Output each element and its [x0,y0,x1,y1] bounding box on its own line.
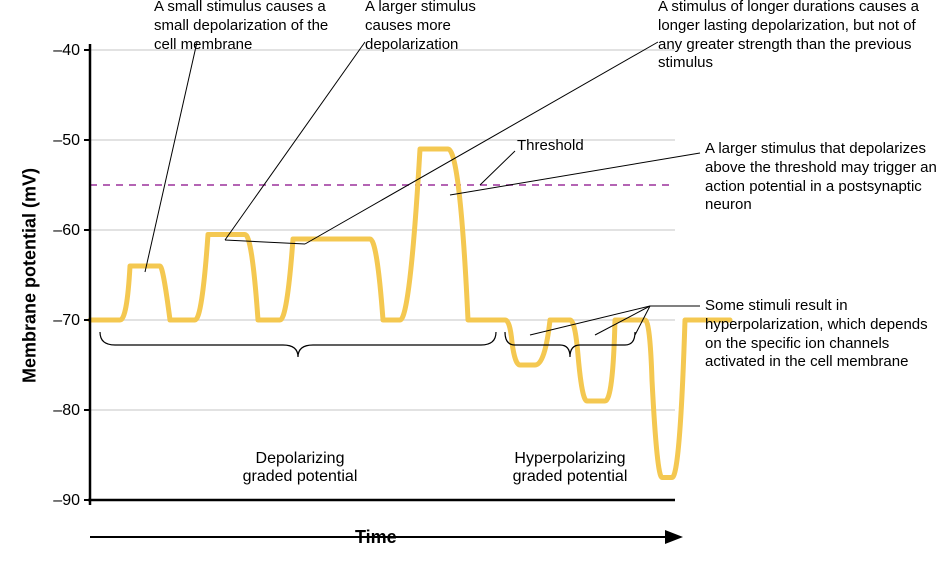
annot-small-stimulus: A small stimulus causes a small depolari… [154,0,329,54]
annot-larger-stimulus: A larger stimulus causes more depolariza… [365,0,520,54]
ytick-40: –40 [40,42,80,60]
ytick-50: –50 [40,132,80,150]
ytick-90: –90 [40,492,80,510]
ytick-60: –60 [40,222,80,240]
annot-above-threshold: A larger stimulus that depolarizes above… [705,140,940,215]
chart-container: –40 –50 –60 –70 –80 –90 Membrane potenti… [0,0,947,570]
brace-depolarizing [100,332,496,357]
gridlines [90,50,675,410]
section-depolarizing: Depolarizing graded potential [200,450,400,486]
section-hyperpolarizing: Hyperpolarizing graded potential [475,450,665,486]
x-axis-label: Time [355,527,397,548]
ytick-70: –70 [40,312,80,330]
annot-hyperpolarization: Some stimuli result in hyperpolarization… [705,297,940,372]
annot-threshold: Threshold [517,137,584,156]
annot-longer-duration: A stimulus of longer durations causes a … [658,0,938,73]
leaders [145,42,700,335]
y-axis-label: Membrane potential (mV) [20,166,41,386]
ytick-80: –80 [40,402,80,420]
membrane-trace [90,149,730,478]
chart-svg [0,0,947,570]
